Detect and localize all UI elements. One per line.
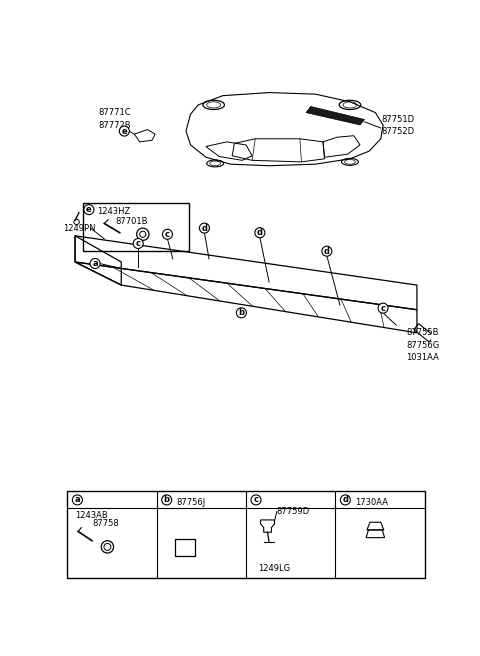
Circle shape xyxy=(72,495,83,505)
Text: 87758: 87758 xyxy=(92,519,119,528)
Text: 87701B: 87701B xyxy=(115,216,148,226)
Text: 1243AB: 1243AB xyxy=(75,510,108,520)
Text: a: a xyxy=(92,259,98,268)
Text: e: e xyxy=(86,205,92,214)
Text: c: c xyxy=(381,304,385,313)
Text: d: d xyxy=(257,228,263,237)
Circle shape xyxy=(236,308,246,318)
Text: b: b xyxy=(239,308,244,318)
Circle shape xyxy=(378,303,388,313)
Circle shape xyxy=(90,258,100,268)
Text: c: c xyxy=(136,239,141,248)
Text: c: c xyxy=(253,495,259,504)
Circle shape xyxy=(199,223,209,233)
Text: e: e xyxy=(121,127,127,136)
Circle shape xyxy=(322,246,332,256)
Text: 87759D: 87759D xyxy=(277,507,310,516)
Circle shape xyxy=(251,495,261,505)
Bar xyxy=(67,491,425,578)
Text: 1243HZ: 1243HZ xyxy=(96,207,130,216)
Text: 1249LG: 1249LG xyxy=(258,564,290,573)
Text: c: c xyxy=(165,230,170,239)
Text: d: d xyxy=(324,247,330,256)
Circle shape xyxy=(120,126,129,136)
Text: 87751D
87752D: 87751D 87752D xyxy=(382,115,415,136)
Bar xyxy=(83,203,189,251)
Text: 1730AA: 1730AA xyxy=(355,498,388,506)
Text: 87771C
87772B: 87771C 87772B xyxy=(98,108,131,129)
Text: d: d xyxy=(342,495,348,504)
Text: 1249PN: 1249PN xyxy=(63,224,95,233)
Text: 87756J: 87756J xyxy=(177,498,206,506)
Circle shape xyxy=(84,205,94,215)
Text: 87755B
87756G
1031AA: 87755B 87756G 1031AA xyxy=(406,328,439,362)
Circle shape xyxy=(255,228,265,237)
Text: d: d xyxy=(202,224,207,233)
Circle shape xyxy=(162,229,172,239)
Circle shape xyxy=(162,495,172,505)
Bar xyxy=(175,539,195,556)
Circle shape xyxy=(340,495,350,505)
Text: b: b xyxy=(164,495,170,504)
Text: a: a xyxy=(74,495,80,504)
Polygon shape xyxy=(306,106,365,125)
Circle shape xyxy=(133,239,143,249)
